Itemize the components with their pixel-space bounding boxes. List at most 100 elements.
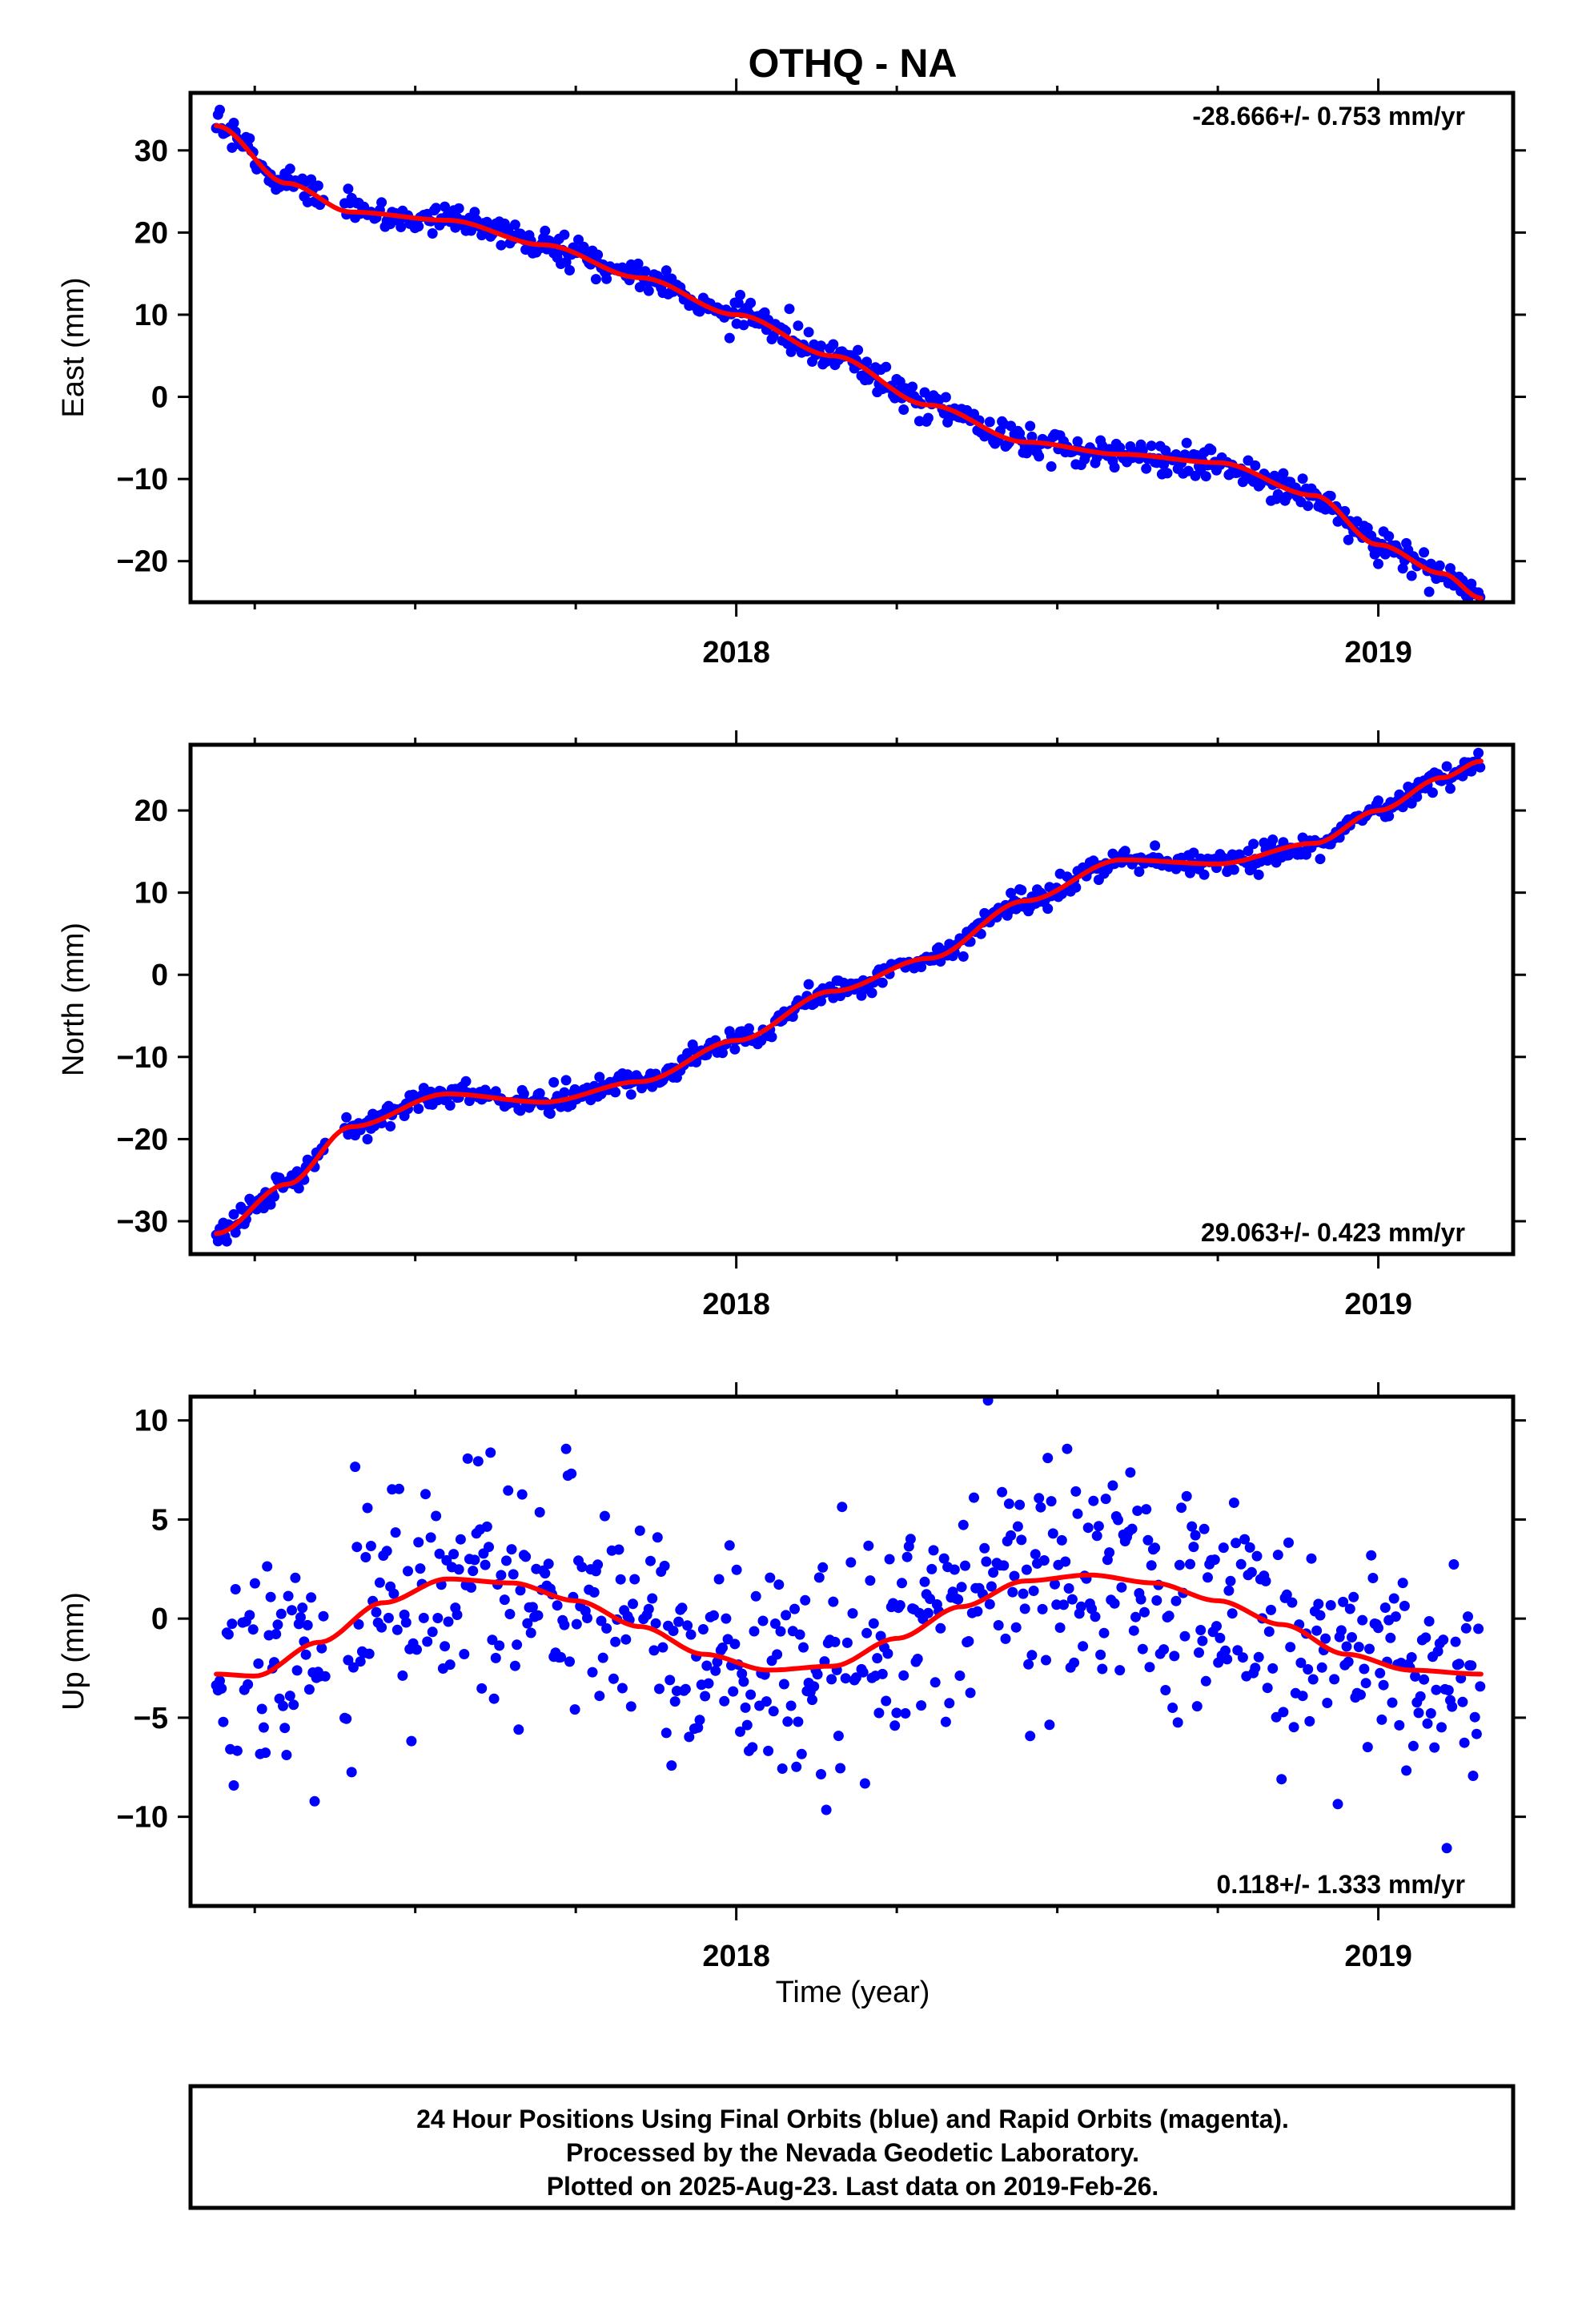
- data-point: [1200, 471, 1211, 482]
- data-point: [601, 1622, 612, 1634]
- x-tick-label: 2018: [702, 636, 770, 669]
- data-point: [1093, 1521, 1104, 1532]
- data-point: [594, 1691, 605, 1702]
- data-point: [1468, 1771, 1479, 1781]
- data-point: [1025, 420, 1036, 432]
- data-point: [1445, 783, 1456, 794]
- data-point: [1441, 761, 1452, 772]
- data-point: [1248, 838, 1259, 850]
- y-tick-label: 20: [135, 216, 168, 250]
- data-point: [1232, 1645, 1243, 1656]
- data-point: [666, 1760, 677, 1771]
- chart-title: OTHQ - NA: [748, 41, 957, 86]
- data-point: [803, 327, 814, 338]
- data-point: [724, 332, 735, 344]
- data-point: [480, 1559, 491, 1570]
- footer-line-3: Plotted on 2025-Aug-23. Last data on 201…: [547, 2172, 1159, 2201]
- data-point: [1235, 1558, 1247, 1570]
- data-point: [821, 1804, 832, 1815]
- data-point: [1194, 1647, 1204, 1659]
- data-point: [816, 340, 826, 352]
- data-point: [303, 1684, 315, 1695]
- data-point: [1199, 1523, 1210, 1534]
- data-point: [881, 1695, 892, 1707]
- x-tick-label: 2019: [1344, 636, 1412, 669]
- data-point: [472, 1456, 484, 1467]
- data-point: [462, 1453, 473, 1464]
- data-point: [388, 1588, 400, 1599]
- data-point: [926, 1563, 938, 1574]
- up-frame: [188, 1394, 1516, 1908]
- data-point: [1042, 1453, 1054, 1464]
- data-point: [275, 1608, 287, 1619]
- data-point: [1367, 1573, 1379, 1583]
- data-point: [512, 1639, 523, 1651]
- data-point: [1086, 1603, 1098, 1614]
- data-point: [866, 987, 877, 999]
- data-point: [1023, 1659, 1034, 1670]
- data-point: [1450, 1636, 1461, 1647]
- data-point: [1297, 1691, 1308, 1702]
- data-point: [1191, 1701, 1203, 1712]
- data-point: [244, 133, 255, 144]
- data-point: [1388, 1593, 1399, 1604]
- footer-box: 24 Hour Positions Using Final Orbits (bl…: [188, 2084, 1516, 2210]
- data-point: [872, 1653, 883, 1664]
- data-point: [1304, 1715, 1315, 1727]
- data-point: [1072, 436, 1083, 447]
- data-point: [1267, 1663, 1279, 1674]
- data-point: [1441, 1843, 1452, 1854]
- data-point: [468, 1566, 479, 1577]
- data-point: [744, 1023, 754, 1034]
- data-point: [622, 1069, 633, 1080]
- data-point: [290, 1572, 301, 1583]
- data-point: [784, 304, 795, 315]
- data-point: [1406, 570, 1417, 581]
- data-point: [1329, 1674, 1340, 1685]
- data-point: [673, 1616, 685, 1627]
- data-point: [520, 1551, 532, 1562]
- data-point: [898, 1670, 909, 1681]
- data-point: [881, 361, 892, 372]
- data-point: [1343, 1656, 1354, 1667]
- data-point: [1046, 1496, 1057, 1507]
- east-panel: −20 −10 0 10 20 30 2018 2019 East (mm) -28.666+/-…: [57, 78, 1526, 669]
- data-point: [969, 1492, 979, 1503]
- data-point: [1188, 847, 1199, 858]
- data-point: [1135, 1594, 1146, 1605]
- data-point: [571, 1618, 582, 1630]
- data-point: [1376, 1714, 1387, 1725]
- data-point: [396, 222, 407, 232]
- data-point: [1150, 840, 1161, 851]
- data-point: [1272, 1550, 1283, 1561]
- data-point: [1218, 1542, 1229, 1554]
- data-point: [1422, 1718, 1433, 1729]
- east-frame: [188, 90, 1516, 605]
- data-point: [793, 1716, 804, 1727]
- data-point: [508, 1569, 519, 1580]
- data-point: [853, 344, 864, 356]
- data-point: [1170, 1595, 1182, 1606]
- data-point: [543, 1558, 554, 1570]
- data-point: [1075, 1601, 1086, 1612]
- y-tick-label: −20: [117, 1123, 168, 1156]
- data-point: [1163, 1610, 1174, 1622]
- data-point: [837, 1502, 848, 1513]
- data-point: [390, 1527, 401, 1538]
- data-point: [1041, 1655, 1051, 1666]
- data-point: [1139, 1606, 1150, 1618]
- data-point: [1026, 431, 1038, 442]
- data-point: [494, 1640, 505, 1651]
- data-point: [1360, 1678, 1371, 1689]
- data-point: [1126, 1523, 1138, 1534]
- data-point: [1162, 468, 1173, 479]
- data-point: [1325, 1600, 1336, 1610]
- data-point: [749, 1626, 760, 1637]
- data-point: [518, 1088, 529, 1100]
- data-point: [669, 1696, 681, 1707]
- data-point: [597, 1652, 608, 1663]
- data-point: [227, 1618, 238, 1630]
- data-point: [1144, 1662, 1155, 1673]
- data-point: [1250, 1663, 1261, 1674]
